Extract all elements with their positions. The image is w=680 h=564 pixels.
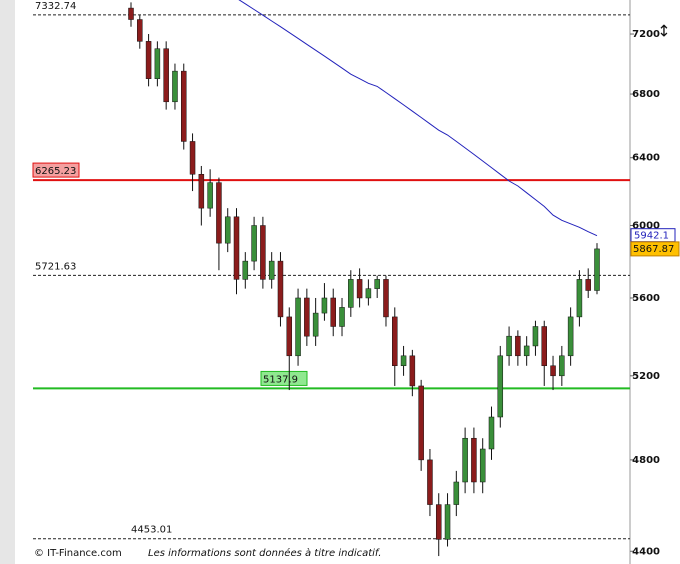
candle-body <box>585 279 591 291</box>
y-tick-label: 4400 <box>632 546 660 557</box>
y-tick-label: 5600 <box>632 293 660 304</box>
candle-body <box>145 41 152 79</box>
y-tick-label: 6000 <box>632 221 660 232</box>
candle-body <box>374 279 380 289</box>
plot: 4400 4800 5200 5600 6000 6400 6800 7200 7332.74 6… <box>32 0 660 557</box>
candle-body <box>567 316 574 357</box>
candle-body <box>383 279 389 318</box>
candle-body <box>392 316 398 367</box>
level-label-bg <box>260 370 308 386</box>
candle-body <box>277 260 284 318</box>
candle-body <box>286 316 293 357</box>
candle-body <box>172 70 178 103</box>
y-tick-label: 4800 <box>632 455 660 466</box>
candle-body <box>224 216 231 244</box>
candle-body <box>330 297 336 327</box>
candle-body <box>216 182 222 244</box>
price-label-bg <box>630 241 680 257</box>
ma-label: 5942.1 <box>634 231 669 242</box>
candle-body <box>163 48 169 103</box>
level-label: 7332.74 <box>35 1 76 12</box>
candle-body <box>242 260 249 280</box>
footer-source: © IT-Finance.com <box>34 548 122 559</box>
candle-body <box>541 326 547 367</box>
candle-body <box>189 141 196 175</box>
candle-body <box>207 182 213 209</box>
candle-body <box>550 365 556 377</box>
candle-body <box>154 48 161 79</box>
candle-body <box>559 355 565 377</box>
candle-body <box>435 504 442 540</box>
candle-body <box>427 459 433 505</box>
price-label: 5867.87 <box>633 244 674 255</box>
candle-body <box>523 345 530 357</box>
candle-body <box>137 19 143 42</box>
candle-body <box>295 297 301 357</box>
candle-body <box>444 504 451 540</box>
y-tick-label: 5200 <box>632 371 660 382</box>
candle-body <box>321 297 328 314</box>
moving-average <box>238 0 598 237</box>
candle-body <box>356 279 363 299</box>
level-label: 4453.01 <box>131 525 172 536</box>
y-tick-label: 6400 <box>632 153 660 164</box>
candle-body <box>304 297 310 337</box>
candle-body <box>198 174 205 209</box>
candle-body <box>128 7 134 20</box>
candle-body <box>312 312 319 337</box>
candle-body <box>576 279 583 318</box>
candle-body <box>339 307 345 327</box>
candle-body <box>409 355 416 387</box>
resize-icon: ↕ <box>657 22 670 41</box>
level-label: 5721.63 <box>35 261 76 272</box>
candle-body <box>506 335 512 357</box>
candle-body <box>268 260 275 280</box>
candle-body <box>365 288 372 299</box>
candle-body <box>488 416 495 450</box>
candle-body <box>594 248 600 291</box>
candle-body <box>233 216 240 280</box>
candle-body <box>400 355 407 367</box>
candle-body <box>251 225 257 262</box>
candle-body <box>462 437 468 483</box>
candle-body <box>479 448 486 483</box>
candle-body <box>497 355 504 418</box>
candle-body <box>181 70 187 142</box>
level-label-bg <box>32 162 80 178</box>
candle-body <box>532 326 539 347</box>
y-tick-label: 7200 <box>632 29 660 40</box>
candle-body <box>515 335 521 357</box>
side-strip <box>0 0 15 564</box>
level-label: 5137.9 <box>263 374 298 385</box>
y-tick-label: 6800 <box>632 89 660 100</box>
candle-body <box>260 225 266 280</box>
level-label: 6265.23 <box>35 166 76 177</box>
candle-body <box>453 481 460 505</box>
candle-body <box>471 437 477 483</box>
footer-disclaimer: Les informations sont données à titre in… <box>148 547 381 559</box>
candle-body <box>348 279 354 308</box>
candle-body <box>418 385 424 461</box>
